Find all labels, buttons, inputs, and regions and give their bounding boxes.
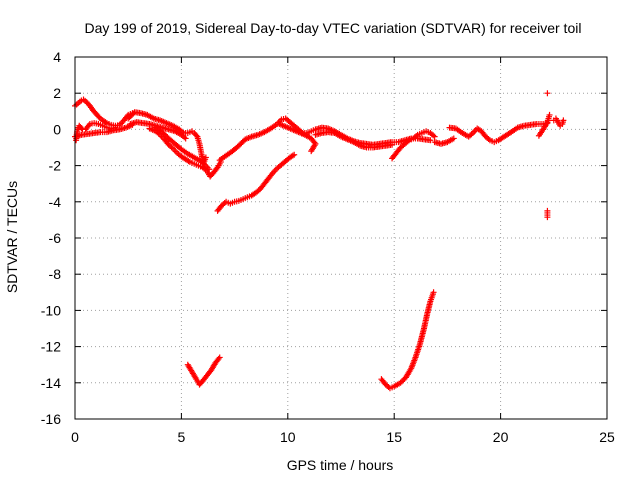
data-point — [213, 165, 220, 172]
series-s9 — [214, 151, 298, 214]
series-s3 — [73, 120, 119, 144]
data-point — [308, 148, 315, 155]
chart-title: Day 199 of 2019, Sidereal Day-to-day VTE… — [85, 20, 582, 36]
data-point — [85, 122, 92, 129]
series-s4 — [125, 109, 196, 137]
plot-frame — [74, 56, 608, 420]
data-point — [544, 214, 551, 221]
series-s18 — [544, 90, 551, 221]
data-point — [291, 151, 298, 158]
data-series — [72, 90, 567, 392]
data-point — [398, 378, 405, 385]
data-point — [112, 124, 119, 131]
series-s13 — [389, 128, 438, 162]
series-s19 — [184, 354, 223, 388]
y-tick-label: 0 — [53, 121, 61, 137]
data-point — [450, 135, 457, 142]
x-tick-label: 15 — [386, 429, 402, 445]
data-point — [202, 154, 209, 161]
x-tick-label: 10 — [280, 429, 296, 445]
series-s15 — [446, 120, 551, 146]
y-axis-label: SDTVAR / TECUs — [4, 181, 20, 293]
data-point — [216, 354, 223, 361]
series-s16 — [550, 115, 567, 129]
y-tick-label: -2 — [49, 158, 62, 174]
data-point — [544, 90, 551, 97]
x-axis-label: GPS time / hours — [287, 457, 394, 473]
y-tick-label: -8 — [49, 266, 62, 282]
series-s12 — [312, 129, 396, 151]
series-s17 — [535, 111, 553, 139]
data-point — [430, 289, 437, 296]
data-point — [427, 137, 434, 144]
y-tick-label: 4 — [53, 49, 61, 65]
series-s7 — [152, 124, 213, 173]
y-tick-label: -16 — [41, 411, 61, 427]
data-point — [560, 117, 567, 124]
data-point — [130, 110, 137, 117]
y-tick-label: -12 — [41, 339, 61, 355]
y-tick-label: -14 — [41, 375, 61, 391]
data-point — [431, 133, 438, 140]
data-point — [389, 141, 396, 148]
tick-labels: 0 5 10 15 20 25 -16 -14 -12 -10 -8 -6 -4 -2 0 2 4 — [41, 49, 615, 445]
y-tick-label: -6 — [49, 230, 62, 246]
data-point — [78, 125, 85, 132]
data-point — [546, 111, 553, 118]
x-tick-label: 25 — [599, 429, 615, 445]
series-s14 — [431, 135, 457, 147]
data-point — [182, 135, 189, 142]
data-point — [193, 132, 200, 139]
series-s11 — [276, 120, 319, 155]
series-s6 — [146, 125, 224, 180]
x-tick-label: 0 — [71, 429, 79, 445]
data-point — [206, 166, 213, 173]
data-point — [215, 355, 222, 362]
x-tick-label: 5 — [178, 429, 186, 445]
x-tick-label: 20 — [493, 429, 509, 445]
series-s20 — [378, 289, 437, 392]
y-tick-label: 2 — [53, 85, 61, 101]
y-tick-label: -10 — [41, 302, 61, 318]
data-point — [397, 379, 404, 386]
series-s8 — [191, 130, 209, 166]
y-tick-label: -4 — [49, 194, 62, 210]
data-point — [400, 377, 407, 384]
